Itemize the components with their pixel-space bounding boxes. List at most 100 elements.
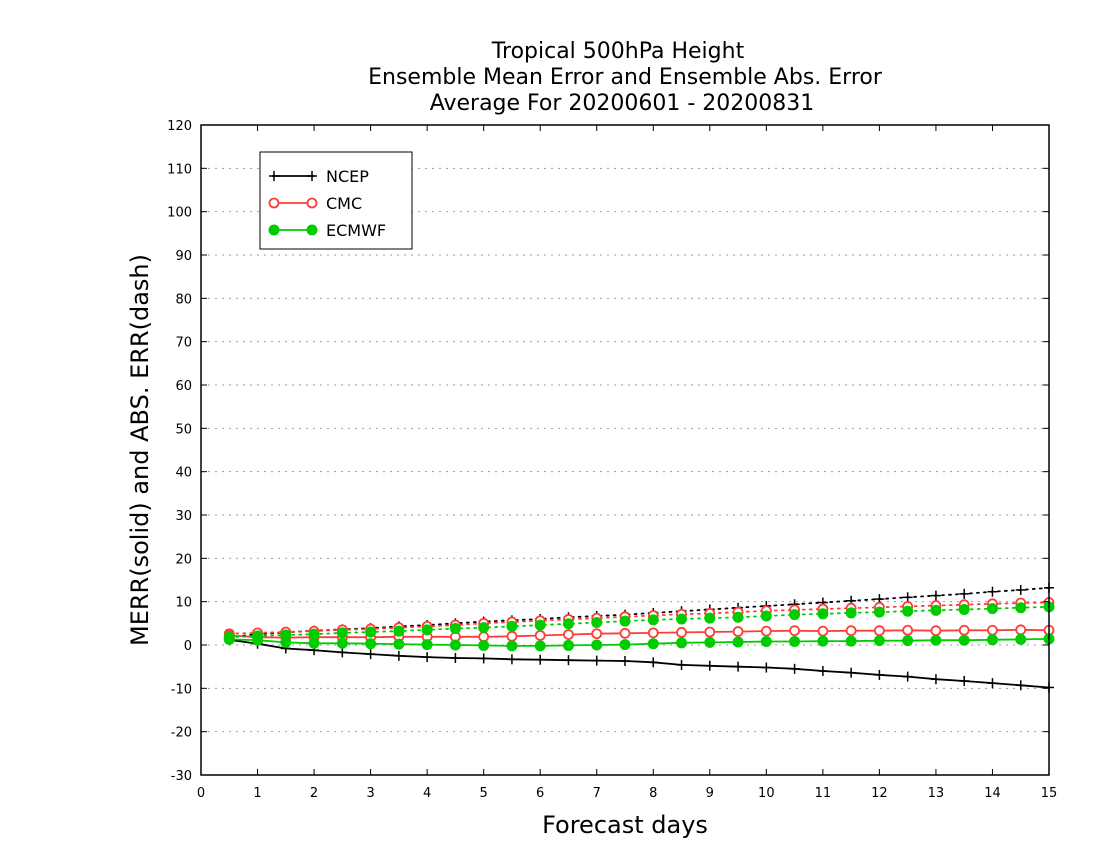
ncep-mean-error-point [620,656,630,667]
ecmwf-mean-error-point [562,639,574,651]
ecmwf-mean-error-point [252,634,264,646]
x-tick-label: 6 [536,786,544,801]
legend-marker [306,197,318,209]
x-tick-label: 15 [1041,786,1058,801]
cmc-mean-error-point [817,625,829,637]
x-tick-label: 5 [480,786,488,801]
y-tick-label: 70 [175,336,192,351]
ecmwf-abs-error-point [534,619,546,631]
ecmwf-abs-error-point [449,623,461,635]
ecmwf-abs-error-point [647,614,659,626]
x-tick-label: 9 [706,786,714,801]
legend-box [259,151,413,250]
ecmwf-abs-error-point [902,605,914,617]
ncep-mean-error-point [902,671,913,682]
ecmwf-abs-error-point [365,626,377,638]
legend-item-cmc: CMC [268,194,362,213]
ncep-mean-error-point [337,647,348,658]
ecmwf-mean-error-point [930,634,942,646]
cmc-mean-error-point [478,631,490,643]
ecmwf-mean-error-point [817,635,829,647]
cmc-mean-error-point [902,624,914,636]
ecmwf-abs-error-point [336,627,348,639]
x-tick-label: 12 [871,786,888,801]
ecmwf-mean-error-point [506,640,518,652]
x-tick-label: 14 [984,786,1001,801]
ecmwf-abs-error-point [760,610,772,622]
cmc-mean-error-point [591,628,603,640]
ncep-mean-error-point [393,650,404,661]
ncep-mean-error-point [817,666,828,676]
ncep-mean-error-point [591,655,602,666]
chart-title: Tropical 500hPa Height Ensemble Mean Err… [368,39,883,116]
ecmwf-abs-error-point [619,615,631,627]
legend-marker [306,224,318,236]
ncep-mean-error-line [229,638,1050,689]
ncep-mean-error-point [676,659,687,670]
legend-marker [307,171,317,181]
y-tick-label: 100 [167,206,192,221]
chart-title-line-2: Ensemble Mean Error and Ensemble Abs. Er… [368,65,883,90]
series-cmc [223,597,1055,644]
axis-ticks [200,124,1050,776]
ncep-mean-error-point [874,669,885,680]
ncep-mean-error-point [478,653,489,664]
ncep-mean-error-point [1015,680,1026,691]
cmc-mean-error-point [732,626,744,637]
ecmwf-mean-error-point [393,638,405,650]
chart-title-line-1: Tropical 500hPa Height [491,39,745,64]
cmc-mean-error-point [704,626,716,638]
cmc-mean-error-point [874,625,885,637]
y-tick-label: 120 [167,119,192,134]
x-tick-label: 3 [366,786,374,801]
legend-marker [268,197,280,209]
ecmwf-mean-error-point [591,639,603,651]
ncep-mean-error-point [506,654,517,665]
ecmwf-abs-error-point [873,606,885,618]
y-tick-label: 110 [167,162,192,177]
ecmwf-abs-error-point [817,608,829,620]
cmc-mean-error-point [958,624,970,636]
ncep-mean-error-point [733,661,744,672]
x-tick-label: 8 [649,786,657,801]
y-tick-label: 30 [175,509,192,524]
ncep-mean-error-point [648,657,659,668]
cmc-mean-error-point [987,624,998,636]
ecmwf-abs-error-point [591,616,603,628]
legend-marker [269,171,279,181]
ncep-abs-error-point [930,590,941,601]
legend-item-ecmwf: ECMWF [268,221,386,240]
legend-item-ncep: NCEP [269,167,369,186]
cmc-mean-error-point [619,627,631,639]
ncep-mean-error-point [930,674,941,685]
legend-label-ecmwf: ECMWF [326,221,386,240]
chart-title-line-3: Average For 20200601 - 20200831 [430,91,815,116]
legend-label-ncep: NCEP [326,167,369,186]
ncep-mean-error-point [704,660,715,671]
ncep-mean-error-point [987,678,998,689]
ncep-abs-error-point [902,592,913,603]
ecmwf-abs-error-point [421,624,433,636]
cmc-mean-error-point [676,627,687,638]
y-tick-label: 0 [184,639,192,654]
x-tick-label: 1 [253,786,261,801]
ecmwf-abs-error-point [393,625,405,637]
cmc-mean-error-point [930,625,942,637]
y-tick-label: 60 [175,379,192,394]
ncep-mean-error-point [563,655,574,666]
y-axis-title: MERR(solid) and ABS. ERR(dash) [126,254,154,646]
series-layer [223,582,1055,693]
ecmwf-abs-error-point [789,609,801,621]
ncep-abs-error-point [959,588,970,599]
ecmwf-abs-error-point [930,604,942,616]
ncep-mean-error-point [535,654,546,665]
cmc-abs-error-line [228,601,1050,635]
ecmwf-mean-error-point [958,634,970,646]
x-tick-label: 4 [423,786,431,801]
cmc-mean-error-point [845,625,857,637]
ncep-mean-error-point [959,675,970,686]
ecmwf-abs-error-point [1015,602,1027,614]
ecmwf-mean-error-point [1015,633,1027,645]
ncep-abs-error-point [987,586,998,597]
